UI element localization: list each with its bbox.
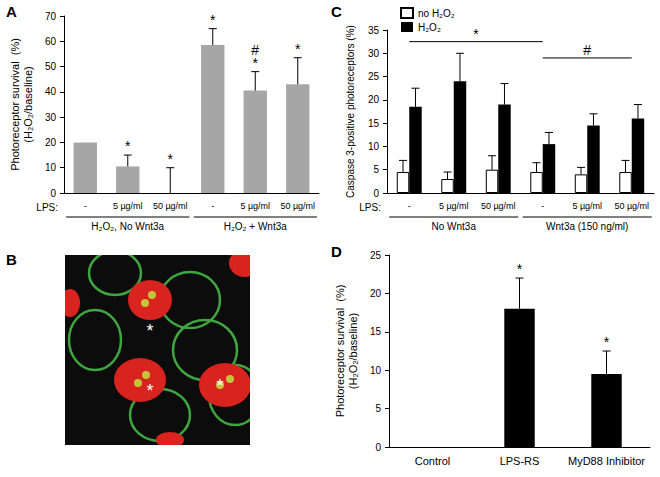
- svg-text:*: *: [517, 261, 523, 277]
- svg-text:(H₂O₂/baseline): (H₂O₂/baseline): [22, 66, 34, 142]
- svg-text:*: *: [604, 334, 610, 350]
- svg-text:5: 5: [373, 164, 379, 175]
- svg-text:60: 60: [45, 36, 57, 47]
- svg-text:*: *: [473, 26, 479, 42]
- svg-text:Photoreceptor survival (%): Photoreceptor survival (%): [9, 38, 21, 171]
- svg-text:*: *: [210, 12, 216, 28]
- svg-text:10: 10: [45, 162, 57, 173]
- svg-text:Control: Control: [415, 455, 450, 467]
- svg-text:no H₂O₂: no H₂O₂: [418, 8, 455, 19]
- svg-text:-: -: [408, 201, 411, 211]
- svg-text:*: *: [125, 138, 131, 154]
- svg-text:5 µg/ml: 5 µg/ml: [113, 201, 143, 211]
- svg-text:5: 5: [375, 403, 381, 414]
- svg-text:Wnt3a (150 ng/ml): Wnt3a (150 ng/ml): [546, 221, 628, 232]
- svg-text:*: *: [168, 151, 174, 167]
- svg-text:0: 0: [50, 188, 56, 199]
- svg-text:No Wnt3a: No Wnt3a: [432, 221, 477, 232]
- svg-text:MyD88 Inhibitor: MyD88 Inhibitor: [568, 455, 645, 467]
- svg-text:50 µg/ml: 50 µg/ml: [280, 201, 315, 211]
- svg-text:35: 35: [368, 25, 380, 36]
- svg-text:25: 25: [370, 250, 382, 261]
- svg-text:*: *: [146, 381, 153, 401]
- svg-text:10: 10: [368, 141, 380, 152]
- svg-text:H₂O₂, No Wnt3a: H₂O₂, No Wnt3a: [91, 221, 164, 232]
- svg-text:50 µg/ml: 50 µg/ml: [481, 201, 516, 211]
- svg-text:5 µg/ml: 5 µg/ml: [572, 201, 602, 211]
- svg-text:-: -: [84, 201, 87, 211]
- svg-text:0: 0: [373, 188, 379, 199]
- svg-text:-: -: [211, 201, 214, 211]
- svg-text:30: 30: [45, 112, 57, 123]
- svg-text:LPS:: LPS:: [36, 202, 58, 213]
- svg-text:0: 0: [375, 442, 381, 453]
- svg-text:50: 50: [45, 61, 57, 72]
- svg-text:70: 70: [45, 11, 57, 22]
- svg-text:B: B: [6, 251, 17, 268]
- svg-text:#: #: [251, 42, 259, 58]
- svg-text:#: #: [583, 42, 591, 58]
- svg-text:Photoreceptor survival (%): Photoreceptor survival (%): [334, 285, 346, 418]
- svg-text:30: 30: [368, 48, 380, 59]
- svg-text:15: 15: [370, 326, 382, 337]
- svg-text:H₂O₂: H₂O₂: [418, 22, 441, 33]
- svg-text:20: 20: [370, 288, 382, 299]
- svg-text:5 µg/ml: 5 µg/ml: [240, 201, 270, 211]
- svg-text:*: *: [146, 321, 153, 341]
- svg-text:D: D: [331, 243, 342, 260]
- svg-text:H₂O₂ + Wnt3a: H₂O₂ + Wnt3a: [224, 221, 288, 232]
- svg-text:50 µg/ml: 50 µg/ml: [153, 201, 188, 211]
- svg-text:10: 10: [370, 365, 382, 376]
- svg-text:-: -: [541, 201, 544, 211]
- svg-text:*: *: [216, 376, 223, 396]
- svg-text:40: 40: [45, 86, 57, 97]
- svg-text:20: 20: [368, 94, 380, 105]
- svg-text:A: A: [6, 3, 17, 20]
- svg-text:20: 20: [45, 137, 57, 148]
- svg-text:25: 25: [368, 71, 380, 82]
- svg-text:LPS-RS: LPS-RS: [500, 455, 540, 467]
- svg-text:(H₂O₂/baseline): (H₂O₂/baseline): [347, 313, 359, 389]
- svg-text:50 µg/ml: 50 µg/ml: [614, 201, 649, 211]
- svg-text:C: C: [331, 3, 342, 20]
- svg-text:LPS:: LPS:: [359, 202, 381, 213]
- svg-text:5 µg/ml: 5 µg/ml: [439, 201, 469, 211]
- svg-text:15: 15: [368, 118, 380, 129]
- svg-text:*: *: [295, 41, 301, 57]
- svg-text:Caspase 3-positive photorecept: Caspase 3-positive photoreceptors (%): [345, 25, 356, 198]
